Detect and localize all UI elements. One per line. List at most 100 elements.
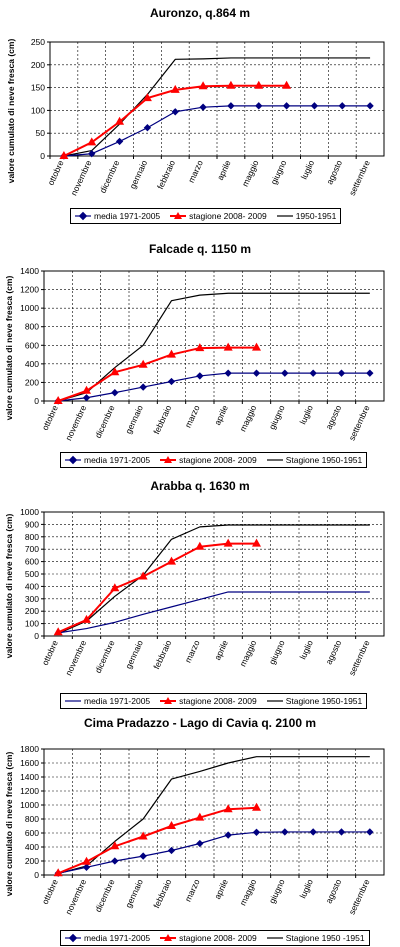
chart-panel-auronzo: Auronzo, q.864 m 0 50 100 150 200 250 ottobre n… [0,0,400,237]
x-tick-label: ottobre [40,877,60,905]
data-point-media [224,369,232,377]
x-tick-label: agosto [323,877,343,905]
y-tick-label: 1800 [20,744,39,754]
y-tick-label: 200 [31,60,45,70]
data-point-stagione [82,385,91,394]
data-point-stagione [142,93,152,102]
legend-entry-media: media 1971-2005 [65,696,151,706]
y-tick-label: 500 [25,569,39,579]
legend-entry-stagione: stagione 2008- 2009 [160,455,257,465]
data-point-media [337,828,346,836]
data-point-stagione [195,343,205,352]
y-axis-label: valore cumulato di neve fresca (cm) [4,276,14,421]
legend-entry-stagione: stagione 2008- 2009 [170,211,267,221]
x-tick-label: ottobre [40,403,60,431]
legend-entry-historic: Stagione 1950 -1951 [266,933,365,943]
y-tick-label: 100 [31,105,45,115]
y-tick-label: 250 [31,37,45,47]
x-tick-label: maggio [237,877,258,907]
legend-entry-media: media 1971-2005 [65,455,150,465]
data-point-media [252,369,261,377]
y-tick-label: 600 [25,340,39,350]
data-point-stagione [198,81,208,90]
x-tick-label: agosto [324,158,344,186]
chart-panel-cima-pradazzo: Cima Pradazzo - Lago di Cavia q. 2100 m … [0,711,400,947]
data-point-stagione [110,367,120,376]
y-tick-label: 800 [25,322,39,332]
y-tick-label: 800 [25,814,39,824]
chart-panel-arabba: Arabba q. 1630 m 0 100 200 300 400 500 600 700 8… [0,474,400,711]
x-tick-label: febbraio [151,877,173,909]
y-tick-label: 400 [25,581,39,591]
data-point-stagione [223,804,233,813]
y-tick-label: 400 [25,842,39,852]
y-tick-label: 300 [25,594,39,604]
data-point-media [310,102,319,110]
data-point-media [143,124,152,132]
series-line-stagione [57,542,257,634]
data-point-stagione [167,349,176,358]
y-tick-label: 1200 [20,786,39,796]
y-tick-label: 0 [40,151,45,161]
x-tick-label: novembre [69,158,94,197]
y-tick-label: 700 [25,544,39,554]
data-point-media [366,369,374,377]
data-point-stagione [167,556,176,565]
data-point-stagione [252,802,261,811]
y-tick-label: 0 [34,870,39,880]
x-tick-label: gennaio [123,877,145,909]
data-point-stagione [82,614,91,623]
x-tick-label: dicembre [93,638,117,674]
y-tick-label: 1000 [20,507,39,517]
chart-title: Arabba q. 1630 m [150,479,250,493]
data-point-stagione [223,342,233,351]
data-point-stagione [195,541,205,550]
data-point-media [366,828,374,836]
data-point-media [115,137,124,146]
data-point-stagione [53,868,63,877]
data-point-media [167,377,176,386]
y-tick-label: 0 [34,631,39,641]
x-tick-label: luglio [298,403,316,425]
y-tick-label: 600 [25,557,39,567]
y-tick-label: 900 [25,519,39,529]
x-tick-label: novembre [63,877,88,916]
data-point-media [196,372,204,380]
x-tick-label: settembre [347,877,372,916]
data-point-media [111,388,119,397]
data-point-stagione [195,812,205,821]
y-tick-label: 1400 [20,772,39,782]
data-point-media [281,828,289,836]
x-tick-label: febbraio [155,158,177,190]
data-point-media [171,108,179,116]
chart-legend: media 1971-2005 stagione 2008- 2009 Stag… [60,452,368,468]
x-tick-label: novembre [63,403,88,442]
data-point-media [309,369,317,377]
data-point-stagione [115,116,125,125]
x-tick-label: marzo [183,877,202,903]
data-point-media [227,102,235,110]
data-point-stagione [138,571,148,580]
legend-entry-historic: 1950-1951 [276,211,337,221]
series-line-historic [58,756,370,875]
data-point-stagione [59,151,69,159]
x-tick-label: maggio [237,638,258,668]
x-tick-label: marzo [186,158,205,184]
series-line-media [58,372,370,402]
chart-plot-arabba: 0 100 200 300 400 500 600 700 800 900 1000 ottobre n… [4,507,385,677]
data-point-stagione [138,359,148,368]
chart-title: Cima Pradazzo - Lago di Cavia q. 2100 m [83,716,317,730]
y-tick-label: 1000 [20,800,39,810]
legend-entry-historic: Stagione 1950-1951 [266,696,363,706]
data-point-stagione [110,841,120,850]
x-tick-label: settembre [347,403,372,442]
data-point-stagione [282,80,292,89]
x-tick-label: novembre [63,638,88,677]
y-tick-label: 800 [25,532,39,542]
chart-title: Falcade q. 1150 m [148,242,252,256]
y-tick-label: 400 [25,359,39,369]
x-tick-label: agosto [323,638,343,666]
data-point-media [224,831,232,839]
x-tick-label: aprile [212,638,230,661]
data-point-stagione [87,137,97,146]
